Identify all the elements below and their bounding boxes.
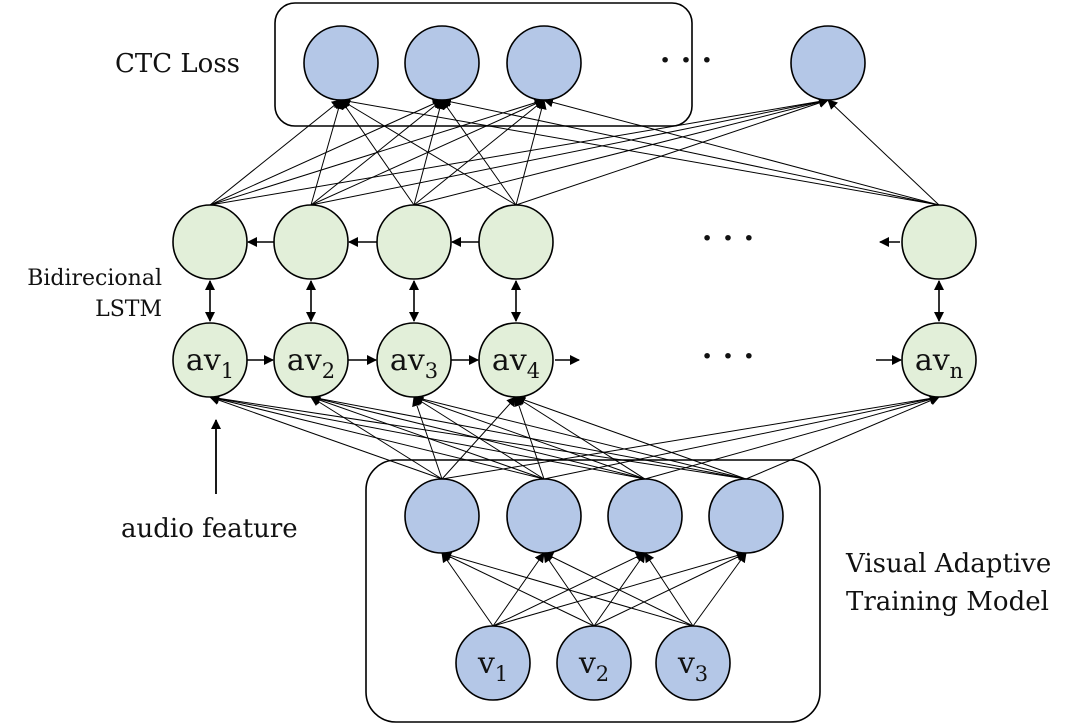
lstm-node [172, 204, 248, 280]
visual-hidden-node [506, 478, 582, 554]
av-node-label-base: av [287, 343, 322, 378]
av-node [172, 322, 248, 398]
av-node-label-subscript: 3 [425, 359, 438, 383]
bilstm-label-line2: LSTM [95, 297, 162, 322]
lstm-to-ctc-edge [515, 98, 829, 206]
lstm-node [273, 204, 349, 280]
lstm-to-ctc-edge [310, 99, 344, 206]
av-node-label: av4 [492, 343, 540, 383]
visual-hidden-node [607, 478, 683, 554]
visual-input-label-base: v [578, 646, 596, 681]
av-node-label: avn [915, 343, 963, 383]
visual-input-label-base: v [677, 646, 695, 681]
lstm-to-ctc-edge [827, 99, 940, 206]
visual-to-av-edge [644, 394, 940, 480]
ctc-loss-label: CTC Loss [115, 49, 240, 79]
visual-label-line1: Visual Adaptive [845, 549, 1051, 579]
av-node-label-subscript: n [950, 359, 964, 383]
visual-input-edge [644, 552, 694, 627]
visual-input-node [455, 625, 531, 701]
lstm-ellipsis: · · · [702, 221, 754, 256]
av-node-label-subscript: 1 [221, 359, 234, 383]
av-node-label: av3 [390, 343, 438, 383]
lstm-to-ctc-edge [543, 97, 940, 206]
bilstm-label-line1: Bidirecional [27, 266, 162, 291]
visual-input-edge [441, 550, 694, 627]
visual-to-av-edge [413, 394, 747, 480]
lstm-node [901, 204, 977, 280]
ctc-output-node [790, 25, 866, 101]
ctc-ellipsis: · · · [660, 43, 712, 78]
av-node-label-base: av [915, 343, 950, 378]
visual-input-edge [441, 552, 595, 627]
visual-input-label-subscript: 1 [495, 662, 508, 686]
visual-to-av-edge [310, 393, 747, 480]
audio-feature-label: audio feature [121, 514, 298, 544]
connection-edges [205, 96, 944, 627]
visual-to-av-edge [543, 393, 940, 480]
visual-input-edge [692, 552, 747, 627]
visual-input-label: v1 [477, 646, 508, 686]
ctc-output-node [404, 25, 480, 101]
lstm-to-ctc-edge [441, 96, 940, 206]
ctc-output-node [506, 25, 582, 101]
lstm-to-ctc-edge [441, 99, 517, 206]
visual-to-av-edge [209, 394, 545, 480]
av-node-label-base: av [186, 343, 221, 378]
av-node-label-subscript: 4 [527, 359, 540, 383]
lstm-node [478, 204, 554, 280]
visual-to-av-edge [209, 393, 747, 480]
lstm-to-ctc-edge [340, 96, 940, 206]
visual-input-label: v2 [578, 646, 609, 686]
ctc-loss-box [274, 2, 693, 127]
visual-label-line2: Training Model [846, 587, 1049, 617]
visual-input-label-subscript: 3 [695, 662, 708, 686]
lstm-to-ctc-edge [209, 96, 829, 206]
lstm-node [376, 204, 452, 280]
visual-to-av-edge [209, 393, 646, 480]
visual-to-av-edge [515, 395, 747, 480]
av-ellipsis: · · · [702, 339, 754, 374]
visual-model-box [365, 459, 821, 723]
av-node-label-base: av [492, 343, 527, 378]
visual-input-node [655, 625, 731, 701]
av-node-label-base: av [390, 343, 425, 378]
av-node [478, 322, 554, 398]
visual-input-label-subscript: 2 [596, 662, 609, 686]
visual-to-av-edge [441, 393, 940, 480]
lstm-to-ctc-edge [340, 99, 415, 206]
visual-input-label-base: v [477, 646, 495, 681]
lstm-to-ctc-edge [209, 99, 342, 206]
av-node [273, 322, 349, 398]
visual-hidden-node [404, 478, 480, 554]
visual-input-node [556, 625, 632, 701]
ctc-output-node [303, 25, 379, 101]
lstm-to-ctc-edge [310, 99, 443, 206]
av-node-label: av1 [186, 343, 234, 383]
av-node [901, 322, 977, 398]
lstm-to-ctc-edge [340, 99, 517, 206]
visual-input-edge [441, 552, 494, 627]
visual-hidden-node [708, 478, 784, 554]
visual-input-edge [593, 552, 747, 627]
av-node-label: av2 [287, 343, 335, 383]
visual-to-av-edge [209, 395, 443, 480]
av-node [376, 322, 452, 398]
visual-to-av-edge [745, 395, 940, 480]
lstm-to-ctc-edge [413, 97, 829, 206]
visual-input-label: v3 [677, 646, 708, 686]
lstm-to-ctc-edge [310, 96, 829, 206]
lstm-to-ctc-edge [515, 99, 547, 206]
visual-input-edge [543, 552, 694, 627]
av-node-label-subscript: 2 [322, 359, 335, 383]
